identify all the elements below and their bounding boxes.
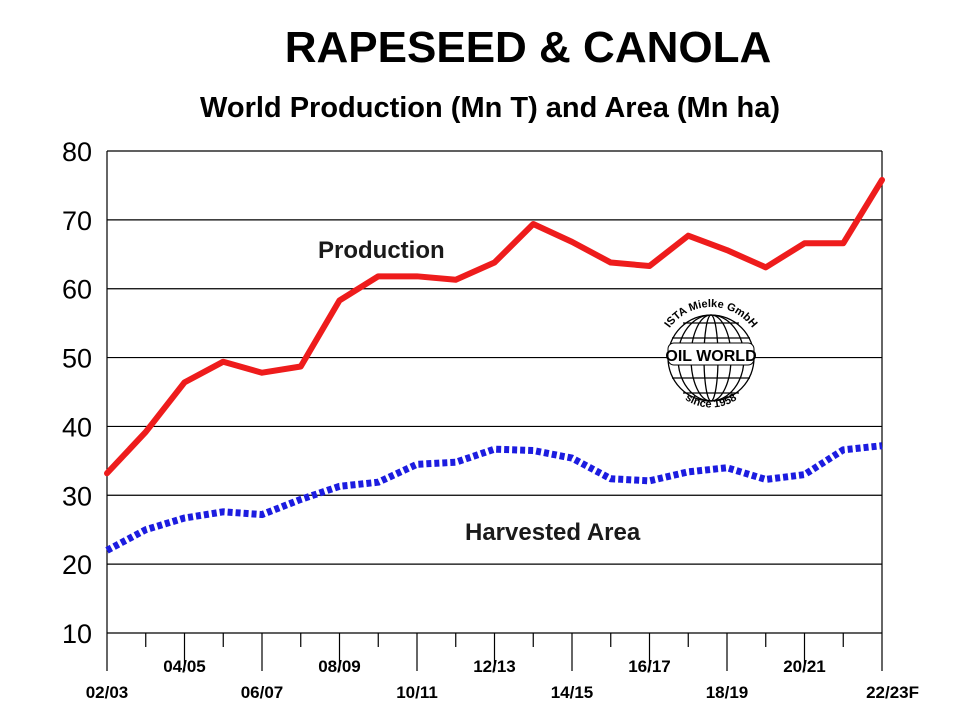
y-tick-label: 20: [62, 550, 92, 580]
chart-title: RAPESEED & CANOLA: [285, 23, 772, 72]
logo-top-text: ISTA Mielke GmbH: [662, 298, 759, 330]
series-line: [104, 176, 885, 477]
x-tick-label: 16/17: [628, 657, 671, 676]
series-label-production: Production: [318, 237, 445, 264]
x-tick-label: 18/19: [706, 683, 749, 702]
x-tick-label: 14/15: [551, 683, 594, 702]
x-axis-ticks: 04/05 08/09 12/13 16/17 20/21 02/03 06/07 10/11…: [86, 633, 919, 702]
y-tick-label: 40: [62, 412, 92, 442]
logo-center-text: OIL WORLD: [665, 348, 756, 365]
x-tick-label: 20/21: [783, 657, 826, 676]
y-tick-label: 70: [62, 206, 92, 236]
y-tick-label: 60: [62, 275, 92, 305]
y-tick-label: 10: [62, 619, 92, 649]
grid-lines: [106, 150, 883, 634]
y-tick-label: 30: [62, 481, 92, 511]
series-line: [105, 442, 883, 554]
x-tick-label: 10/11: [396, 683, 438, 702]
logo-bottom-text: since 1958: [683, 392, 739, 411]
chart-subtitle: World Production (Mn T) and Area (Mn ha): [200, 92, 780, 124]
y-tick-label: 50: [62, 344, 92, 374]
x-tick-label: 06/07: [241, 683, 284, 702]
y-axis-tick-labels: 10 20 30 40 50 60 70 80: [62, 137, 92, 649]
x-tick-label: 02/03: [86, 683, 129, 702]
x-tick-label: 04/05: [163, 657, 206, 676]
series-harvested-area: [105, 442, 883, 554]
x-tick-label: 22/23F: [866, 683, 919, 702]
y-tick-label: 80: [62, 137, 92, 167]
x-tick-label: 08/09: [318, 657, 361, 676]
oil-world-logo: OIL WORLD ISTA Mielke GmbH since 1958: [662, 298, 759, 411]
series-label-harvested-area: Harvested Area: [465, 519, 641, 546]
x-tick-label: 12/13: [473, 657, 516, 676]
series-production: [104, 176, 885, 477]
